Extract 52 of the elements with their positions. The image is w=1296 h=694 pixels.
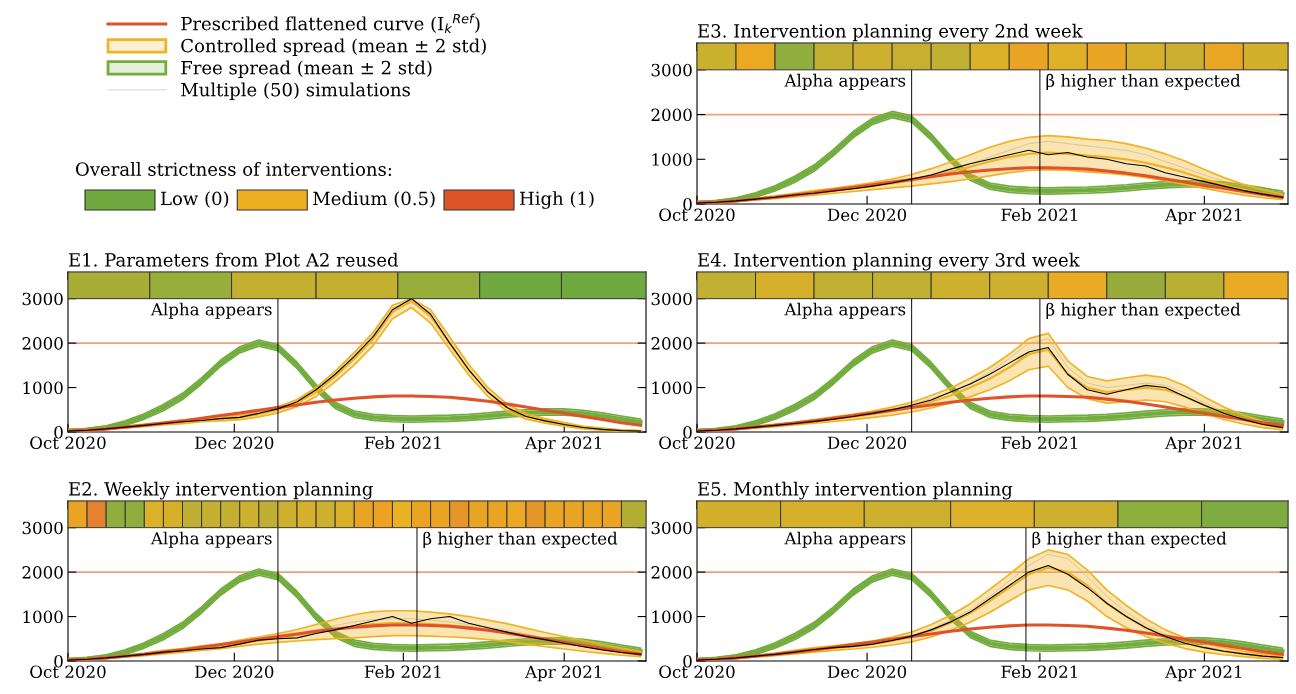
ref-line-label: β higher than expected [1046,73,1241,91]
category-label: Medium (0.5) [313,191,435,208]
x-tick-label: Feb 2021 [364,665,441,679]
y-tick-label: 1000 [23,381,63,395]
y-tick-label: 2000 [651,566,692,579]
chart-title: E4. Intervention planning every 3rd week [698,252,1080,271]
legend-label: Free spread (mean ± 2 std) [181,60,432,78]
y-tick-label: 3000 [22,292,63,306]
legend-label: Multiple (50) simulations [181,82,410,100]
y-tick-label: 1000 [652,381,692,395]
category-label: Low (0) [161,191,229,208]
x-tick-label: Dec 2020 [195,436,274,450]
ref-line-label: β higher than expected [1046,302,1241,320]
chart-title: E2. Weekly intervention planning [69,481,373,500]
x-tick-label: Feb 2021 [1001,665,1077,679]
y-tick-label: 2000 [651,108,692,122]
y-tick-label: 3000 [651,292,692,306]
y-tick-label: 1000 [23,610,63,624]
ref-line-label: β higher than expected [423,531,618,549]
y-tick-label: 1000 [652,610,692,624]
chart-title: E5. Monthly intervention planning [698,481,1013,500]
x-tick-label: Feb 2021 [1001,436,1077,450]
text: Overall strictness of interventions: [76,162,392,176]
legend-label: Controlled spread (mean ± 2 std) [181,38,486,56]
ref-line-label: Alpha appears [784,531,906,548]
x-tick-label: Apr 2021 [524,436,602,453]
x-tick-label: Apr 2021 [1165,665,1242,682]
chart-title: E1. Parameters from Plot A2 reused [69,252,399,267]
x-tick-label: Apr 2021 [524,665,602,682]
x-tick-label: Feb 2021 [1001,208,1077,222]
x-tick-label: Feb 2021 [364,436,441,450]
ref-line-label: Alpha appears [150,531,272,548]
y-tick-label: 3000 [651,521,692,535]
x-tick-label: Dec 2020 [827,208,907,222]
legend-label: Prescribed flattened curve (I$_{k}$$^{Ref}$) [181,13,480,34]
y-tick-label: 1000 [652,153,692,166]
ref-line-label: Alpha appears [150,302,272,319]
x-tick-label: Apr 2021 [1165,208,1242,225]
x-tick-label: Dec 2020 [827,436,907,450]
y-tick-label: 2000 [651,337,692,350]
y-tick-label: 2000 [22,337,63,350]
category-label: High (1) [520,191,594,209]
ref-line-label: β higher than expected [1032,531,1227,549]
x-tick-label: Apr 2021 [1165,436,1242,453]
y-tick-label: 3000 [651,63,692,77]
y-tick-label: 3000 [22,521,63,535]
y-tick-label: 2000 [22,566,63,579]
ref-line-label: Alpha appears [784,73,906,90]
x-tick-label: Dec 2020 [195,665,274,679]
chart-title: E3. Intervention planning every 2nd week [698,23,1083,42]
x-tick-label: Dec 2020 [827,665,907,679]
ref-line-label: Alpha appears [784,302,906,319]
